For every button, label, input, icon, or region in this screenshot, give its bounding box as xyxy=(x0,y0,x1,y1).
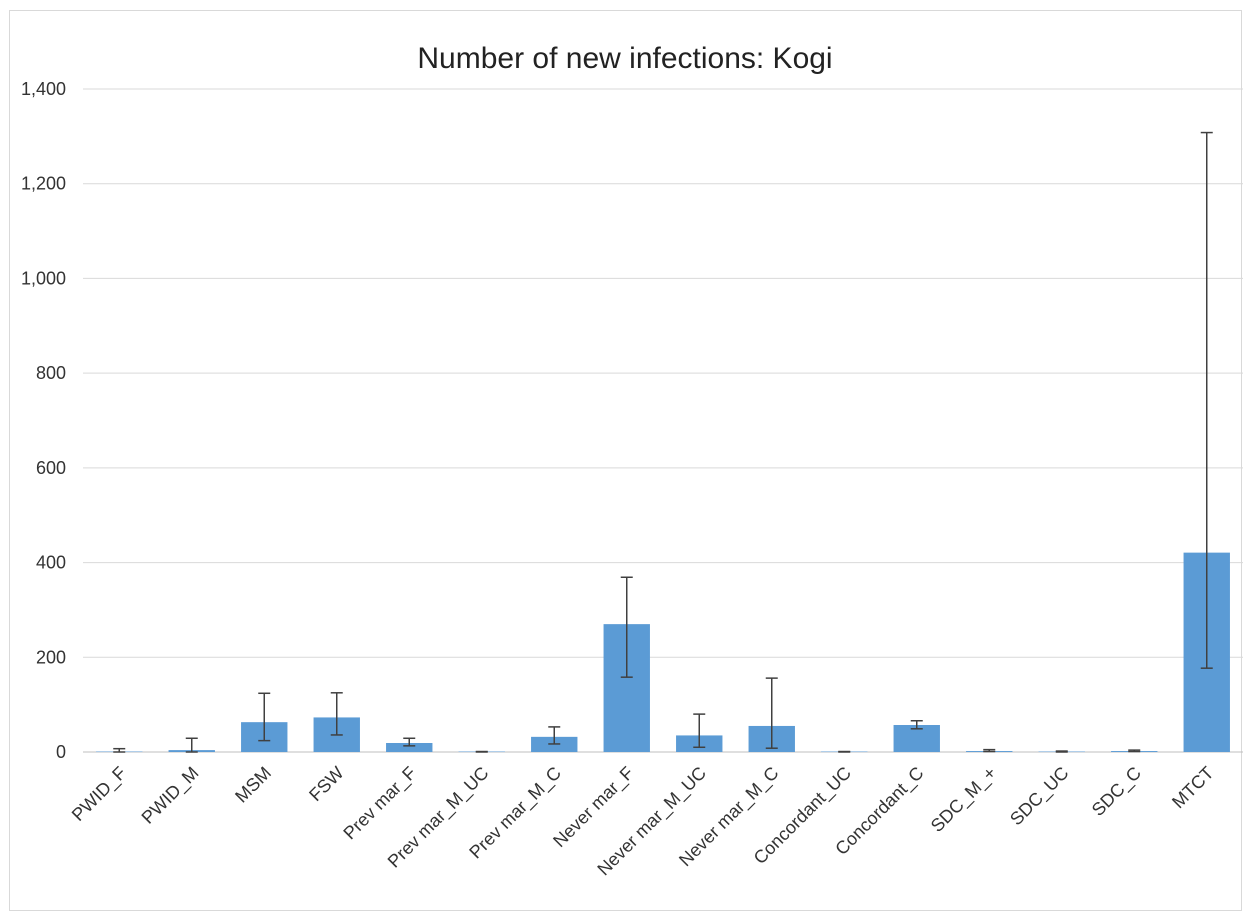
x-tick-label: SDC_M_+ xyxy=(927,763,1001,837)
bar xyxy=(386,743,433,752)
x-tick-label: SDC_UC xyxy=(1006,763,1073,830)
bars xyxy=(96,552,1230,753)
y-tick-label: 1,000 xyxy=(21,268,66,288)
x-tick-label: MSM xyxy=(231,763,275,807)
x-tick-label: SDC_C xyxy=(1088,763,1146,821)
y-tick-label: 800 xyxy=(36,363,66,383)
y-tick-label: 1,400 xyxy=(21,79,66,99)
chart-title: Number of new infections: Kogi xyxy=(417,42,832,75)
x-tick-label: PWID_M xyxy=(138,763,204,829)
y-tick-label: 400 xyxy=(36,553,66,573)
x-tick-label: PWID_F xyxy=(68,763,131,826)
x-tick-label: FSW xyxy=(305,763,347,805)
y-axis-ticks: 0 200 400 600 800 1,000 1,200 1,400 xyxy=(21,79,66,762)
y-tick-label: 1,200 xyxy=(21,174,66,194)
grid-lines xyxy=(83,88,1243,753)
y-tick-label: 200 xyxy=(36,647,66,667)
x-tick-label: MTCT xyxy=(1168,763,1217,812)
chart-border xyxy=(9,10,1242,911)
error-bars xyxy=(113,131,1213,753)
y-tick-label: 0 xyxy=(56,742,66,762)
y-tick-label: 600 xyxy=(36,458,66,478)
